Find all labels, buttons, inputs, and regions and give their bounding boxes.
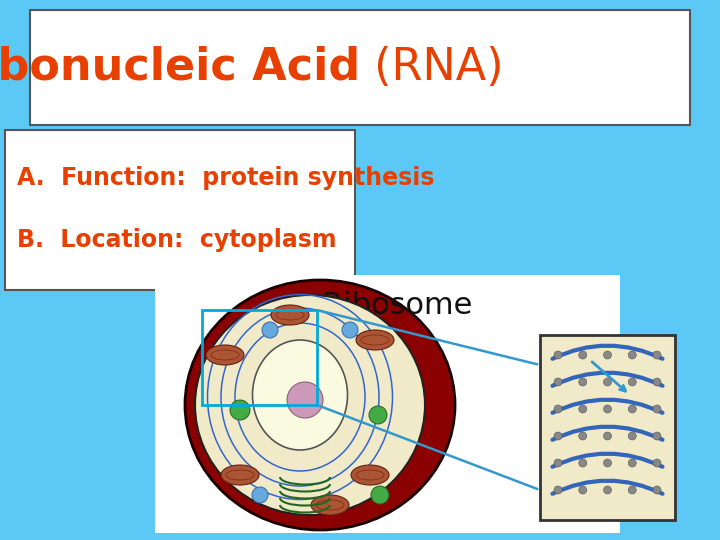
Circle shape (579, 378, 587, 386)
Circle shape (579, 351, 587, 359)
Circle shape (629, 486, 636, 494)
Circle shape (603, 486, 611, 494)
Circle shape (653, 486, 661, 494)
Circle shape (554, 405, 562, 413)
Circle shape (342, 322, 358, 338)
Circle shape (629, 378, 636, 386)
FancyBboxPatch shape (5, 130, 355, 290)
Circle shape (554, 351, 562, 359)
Circle shape (629, 459, 636, 467)
Text: Ribonucleic Acid: Ribonucleic Acid (0, 46, 360, 89)
Circle shape (629, 351, 636, 359)
Circle shape (262, 322, 278, 338)
Text: (RNA): (RNA) (360, 46, 503, 89)
Ellipse shape (356, 330, 394, 350)
Ellipse shape (185, 280, 455, 530)
Circle shape (629, 405, 636, 413)
FancyBboxPatch shape (155, 275, 620, 533)
Circle shape (287, 382, 323, 418)
Ellipse shape (206, 345, 244, 365)
FancyBboxPatch shape (540, 335, 675, 520)
Circle shape (653, 378, 661, 386)
FancyBboxPatch shape (30, 10, 690, 125)
Circle shape (369, 406, 387, 424)
Circle shape (653, 351, 661, 359)
Circle shape (554, 486, 562, 494)
Circle shape (603, 351, 611, 359)
Circle shape (579, 432, 587, 440)
Circle shape (371, 486, 389, 504)
Ellipse shape (311, 495, 349, 515)
Circle shape (579, 459, 587, 467)
FancyArrowPatch shape (552, 373, 662, 386)
Circle shape (603, 432, 611, 440)
Circle shape (629, 432, 636, 440)
Circle shape (579, 486, 587, 494)
Circle shape (230, 400, 250, 420)
Ellipse shape (271, 305, 309, 325)
Circle shape (252, 487, 268, 503)
Text: A.  Function:  protein synthesis: A. Function: protein synthesis (17, 166, 434, 190)
Ellipse shape (253, 340, 348, 450)
Circle shape (554, 432, 562, 440)
Circle shape (653, 432, 661, 440)
Circle shape (603, 378, 611, 386)
Ellipse shape (221, 465, 259, 485)
Text: B.  Location:  cytoplasm: B. Location: cytoplasm (17, 228, 337, 252)
FancyArrowPatch shape (552, 427, 662, 440)
FancyArrowPatch shape (552, 400, 662, 413)
Circle shape (603, 405, 611, 413)
Ellipse shape (195, 295, 425, 515)
Circle shape (579, 405, 587, 413)
FancyArrowPatch shape (552, 346, 662, 359)
Circle shape (653, 459, 661, 467)
Ellipse shape (351, 465, 389, 485)
Circle shape (653, 405, 661, 413)
FancyArrowPatch shape (552, 481, 662, 494)
FancyArrowPatch shape (552, 454, 662, 467)
Circle shape (554, 459, 562, 467)
Circle shape (554, 378, 562, 386)
Circle shape (603, 459, 611, 467)
Text: Ribosome: Ribosome (322, 291, 472, 320)
